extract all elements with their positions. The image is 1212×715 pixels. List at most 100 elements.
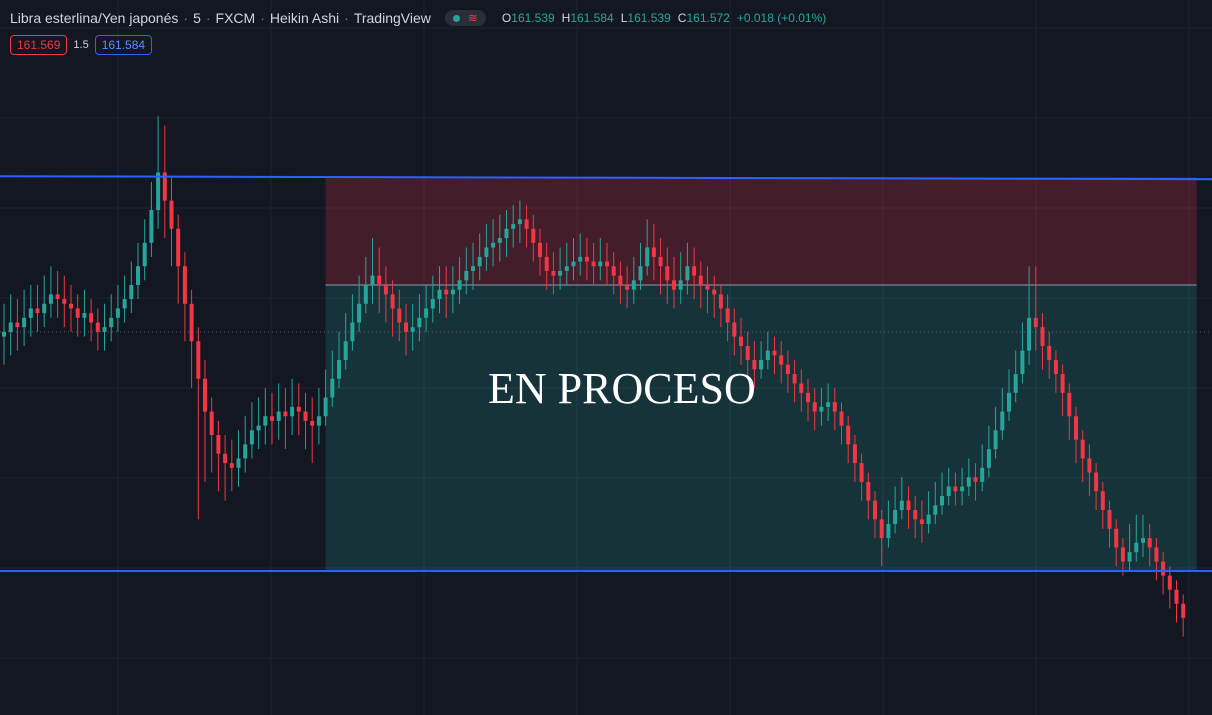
bull-candle-body	[102, 327, 107, 332]
bull-candle-body	[430, 299, 435, 309]
bear-candle-body	[873, 500, 877, 520]
bull-candle-body	[477, 256, 482, 267]
bear-candle-body	[551, 270, 556, 276]
bear-candle-body	[906, 500, 911, 510]
bull-candle-body	[933, 505, 938, 515]
bull-candle-body	[243, 444, 248, 459]
take-profit-zone	[325, 285, 1197, 571]
bear-candle-body	[223, 453, 228, 464]
bear-candle-body	[1047, 345, 1052, 360]
bull-candle-body	[290, 406, 295, 417]
bull-candle-body	[8, 322, 13, 332]
bear-candle-body	[538, 242, 542, 257]
bear-candle-body	[1174, 589, 1179, 604]
bull-candle-body	[638, 266, 643, 281]
bull-candle-body	[765, 350, 770, 360]
bull-candle-body	[1020, 350, 1025, 375]
bear-candle-body	[75, 308, 80, 318]
bull-candle-body	[517, 219, 522, 225]
bull-candle-body	[564, 266, 569, 271]
bull-candle-body	[946, 486, 951, 496]
bull-candle-body	[417, 317, 422, 328]
bull-candle-body	[136, 266, 140, 285]
bear-candle-body	[95, 322, 100, 332]
bull-candle-body	[129, 285, 134, 300]
sell-button[interactable]: 161.569	[10, 35, 68, 55]
bull-candle-body	[122, 299, 127, 309]
bear-candle-body	[772, 350, 777, 356]
bear-candle-body	[779, 355, 784, 365]
bear-candle-body	[404, 322, 408, 332]
bear-candle-body	[913, 510, 918, 520]
bear-candle-body	[229, 463, 234, 468]
bull-candle-body	[578, 256, 583, 262]
bull-candle-body	[28, 308, 33, 318]
bear-candle-body	[444, 289, 449, 295]
bear-candle-body	[785, 364, 790, 375]
chart-style-label[interactable]: Heikin Ashi	[269, 10, 340, 26]
bear-candle-body	[953, 486, 958, 492]
bull-candle-body	[149, 210, 154, 243]
buy-button[interactable]: 161.584	[94, 35, 153, 55]
bull-candle-body	[940, 495, 944, 506]
bear-candle-body	[55, 294, 60, 300]
bear-candle-body	[1114, 528, 1119, 548]
bull-candle-body	[343, 341, 348, 360]
bull-candle-body	[986, 449, 991, 468]
close-value: 161.572	[686, 11, 730, 25]
bear-candle-body	[1040, 327, 1045, 346]
separator: ·	[260, 10, 265, 26]
high-value: 161.584	[570, 11, 614, 25]
bear-candle-body	[1094, 472, 1099, 492]
bull-candle-body	[960, 486, 965, 492]
open-value: 161.539	[511, 11, 555, 25]
bear-candle-body	[1120, 547, 1125, 562]
bear-candle-body	[1067, 392, 1072, 417]
bear-candle-body	[752, 360, 757, 370]
symbol-name[interactable]: Libra esterlina/Yen japonés	[10, 10, 179, 26]
bear-candle-body	[692, 266, 697, 276]
bull-candle-body	[1013, 374, 1018, 393]
bear-candle-body	[1107, 510, 1112, 529]
bull-candle-body	[276, 411, 281, 421]
bear-candle-body	[1033, 317, 1038, 328]
bull-candle-body	[316, 416, 321, 426]
stop-loss-zone	[325, 177, 1197, 285]
bear-candle-body	[1060, 374, 1065, 393]
bull-candle-body	[484, 247, 489, 257]
bull-candle-body	[685, 266, 690, 281]
bull-candle-body	[142, 242, 147, 267]
bear-candle-body	[310, 420, 315, 426]
bull-candle-body	[464, 270, 469, 281]
bear-candle-body	[303, 411, 308, 421]
status-overlay-text: EN PROCESO	[488, 364, 756, 413]
bull-candle-body	[370, 275, 375, 285]
bear-candle-body	[62, 299, 67, 304]
bear-candle-body	[812, 402, 817, 412]
bear-candle-body	[176, 228, 181, 267]
symbol-legend[interactable]: Libra esterlina/Yen japonés · 5 · FXCM ·…	[10, 8, 826, 28]
bear-candle-body	[879, 519, 884, 539]
wave-icon: ≋	[467, 11, 478, 25]
bear-candle-body	[732, 322, 737, 337]
market-status-pill[interactable]: ≋	[444, 10, 486, 26]
interval-label[interactable]: 5	[193, 10, 201, 26]
high-label: H	[561, 11, 571, 25]
spread-value: 1.5	[73, 39, 89, 51]
bull-candle-body	[323, 397, 328, 417]
bull-candle-body	[424, 308, 429, 318]
bull-candle-body	[826, 402, 831, 407]
open-label: O	[501, 11, 512, 25]
bear-candle-body	[1087, 458, 1092, 473]
bear-candle-body	[852, 444, 857, 464]
bear-candle-body	[1181, 603, 1186, 618]
bull-candle-body	[2, 331, 6, 337]
bull-candle-body	[645, 247, 650, 267]
separator: ·	[205, 10, 211, 26]
bull-candle-body	[558, 270, 563, 276]
bear-candle-body	[806, 392, 810, 403]
bull-candle-body	[256, 425, 261, 431]
bear-candle-body	[651, 247, 656, 257]
